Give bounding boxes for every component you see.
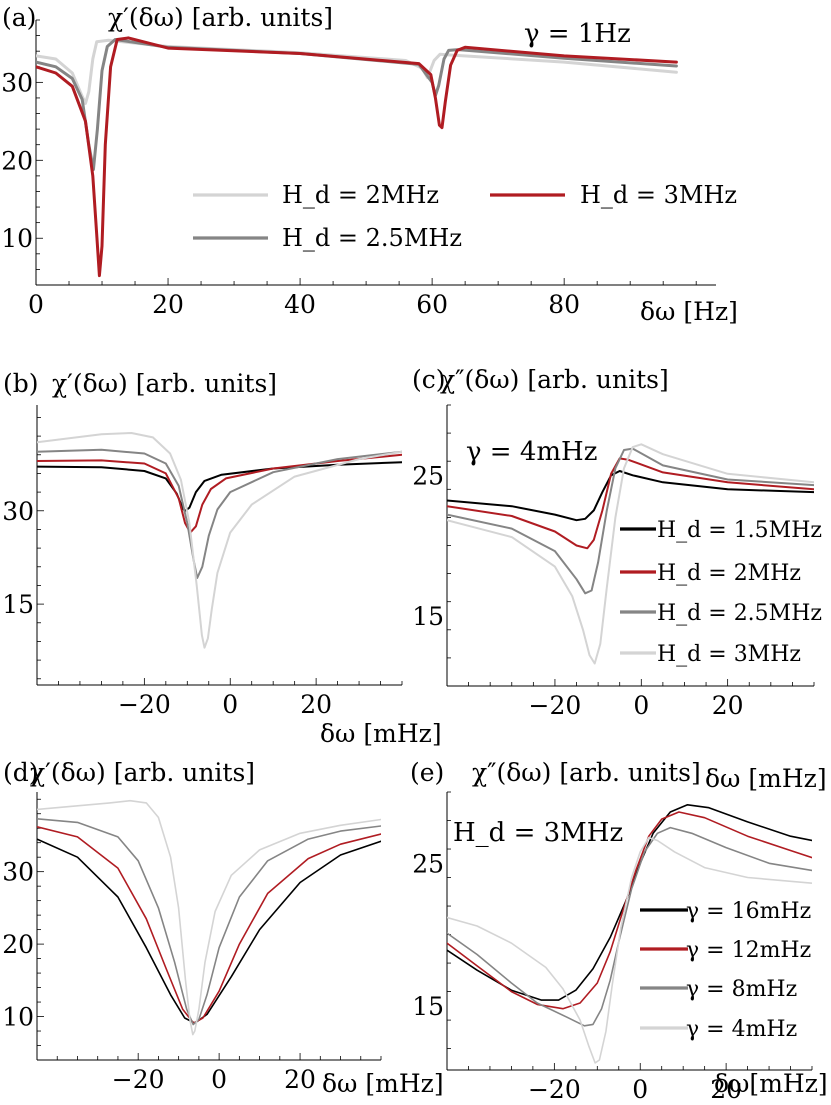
y-tick-label: 10 (1, 224, 33, 253)
panel-label: (e) (410, 758, 444, 787)
y-tick-label: 10 (2, 1003, 34, 1032)
series-line (447, 811, 812, 1010)
series-line (447, 457, 814, 550)
curves (447, 443, 814, 665)
series-line (447, 447, 814, 595)
y-axis-label: χ′(δω) [arb. units] (52, 369, 277, 398)
series-line (447, 470, 814, 522)
x-tick-label: −20 (529, 691, 582, 720)
series-line (36, 38, 678, 105)
x-tick-label: 0 (632, 1075, 648, 1104)
y-axis-label: χ′(δω) [arb. units] (30, 758, 255, 787)
panel-label: (a) (2, 3, 36, 32)
panel-d: −20 0 20 10 20 30 (d)χ′(δω) [arb. units] δω [mH… (2, 758, 443, 1098)
curves (36, 36, 678, 278)
x-axis-label: δω [mHz] (322, 1069, 444, 1098)
x-tick-label: 0 (633, 691, 649, 720)
y-axis-label: χ″(δω) [arb. units] (440, 365, 669, 394)
y-tick-label: 30 (2, 858, 34, 887)
panel-a: 0 20 40 60 80 10 20 30 (a) χ′(δω) [arb. units] δω … (1, 3, 738, 326)
x-tick-label: 20 (152, 290, 184, 319)
series-line (37, 453, 402, 534)
legend: H_d = 2MHz H_d = 3MHz H_d = 2.5MHz (193, 181, 737, 252)
annotation-label: γ = 1Hz (524, 19, 631, 49)
panel-e: −20 0 20 15 25 (e) χ″(δω) [arb. units] δω[mHz] H… (410, 758, 828, 1104)
y-tick-label: 15 (2, 590, 34, 619)
x-tick-label: 20 (284, 1065, 316, 1094)
x-tick-label: 20 (712, 691, 744, 720)
series-line (37, 432, 402, 649)
series-line (36, 36, 678, 278)
x-tick-label: 20 (710, 1075, 742, 1104)
legend-label: H_d = 3MHz (580, 181, 737, 209)
y-tick-label: 15 (412, 992, 444, 1021)
x-tick-label: 0 (211, 1065, 227, 1094)
y-tick-label: 20 (1, 146, 33, 175)
x-axis-label: δω [mHz] (705, 764, 827, 793)
x-axis-label: δω [Hz] (640, 297, 738, 326)
series-line (37, 448, 402, 579)
panel-b: −20 0 20 15 30 (b) χ′(δω) [arb. units] δω [mHz] (2, 369, 441, 748)
panel-label: (d) (3, 758, 39, 787)
legend-label: H_d = 2.5MHz (282, 224, 462, 252)
y-tick-label: 25 (412, 849, 444, 878)
legend-label: H_d = 2.5MHz (657, 601, 822, 626)
panel-label: (b) (3, 369, 39, 398)
x-axis-label: δω [mHz] (320, 719, 442, 748)
x-axis-label: δω[mHz] (714, 1069, 828, 1098)
legend-label: H_d = 3MHz (657, 642, 801, 667)
legend-label: γ = 16mHz (686, 899, 811, 924)
curves (37, 432, 402, 649)
x-tick-label: −20 (112, 1065, 165, 1094)
annotation-label: γ = 4mHz (466, 437, 597, 467)
series-line (447, 836, 812, 1064)
annotation-label: H_d = 3MHz (453, 818, 623, 848)
x-tick-label: 0 (28, 290, 44, 319)
legend-label: H_d = 2MHz (282, 181, 439, 209)
y-axis-label: χ″(δω) [arb. units] (472, 758, 701, 787)
series-line (37, 461, 402, 512)
x-tick-label: 80 (548, 290, 580, 319)
legend-label: γ = 12mHz (686, 938, 811, 963)
legend: γ = 16mHz γ = 12mHz γ = 8mHz γ = 4mHz (640, 899, 811, 1042)
legend-label: H_d = 2MHz (657, 561, 801, 586)
panel-label: (c) (412, 365, 446, 394)
y-tick-label: 30 (1, 68, 33, 97)
curves (447, 804, 812, 1064)
series-line (37, 799, 381, 1036)
curves (37, 799, 381, 1036)
x-tick-label: 0 (222, 690, 238, 719)
y-axis-label: χ′(δω) [arb. units] (108, 3, 333, 32)
y-tick-label: 15 (412, 602, 444, 631)
series-line (37, 826, 381, 1024)
legend-label: γ = 8mHz (686, 977, 797, 1002)
legend: H_d = 1.5MHz H_d = 2MHz H_d = 2.5MHz H_d = … (620, 518, 822, 667)
x-tick-label: −20 (528, 1075, 581, 1104)
x-tick-label: 60 (416, 290, 448, 319)
x-tick-label: −20 (118, 690, 171, 719)
series-line (447, 826, 812, 1027)
series-line (37, 838, 381, 1024)
x-tick-label: 20 (300, 690, 332, 719)
legend-label: γ = 4mHz (686, 1017, 797, 1042)
y-tick-label: 20 (2, 930, 34, 959)
y-tick-label: 30 (2, 497, 34, 526)
series-line (447, 443, 814, 665)
x-tick-label: 40 (284, 290, 316, 319)
y-tick-label: 25 (412, 461, 444, 490)
legend-label: H_d = 1.5MHz (657, 518, 822, 543)
